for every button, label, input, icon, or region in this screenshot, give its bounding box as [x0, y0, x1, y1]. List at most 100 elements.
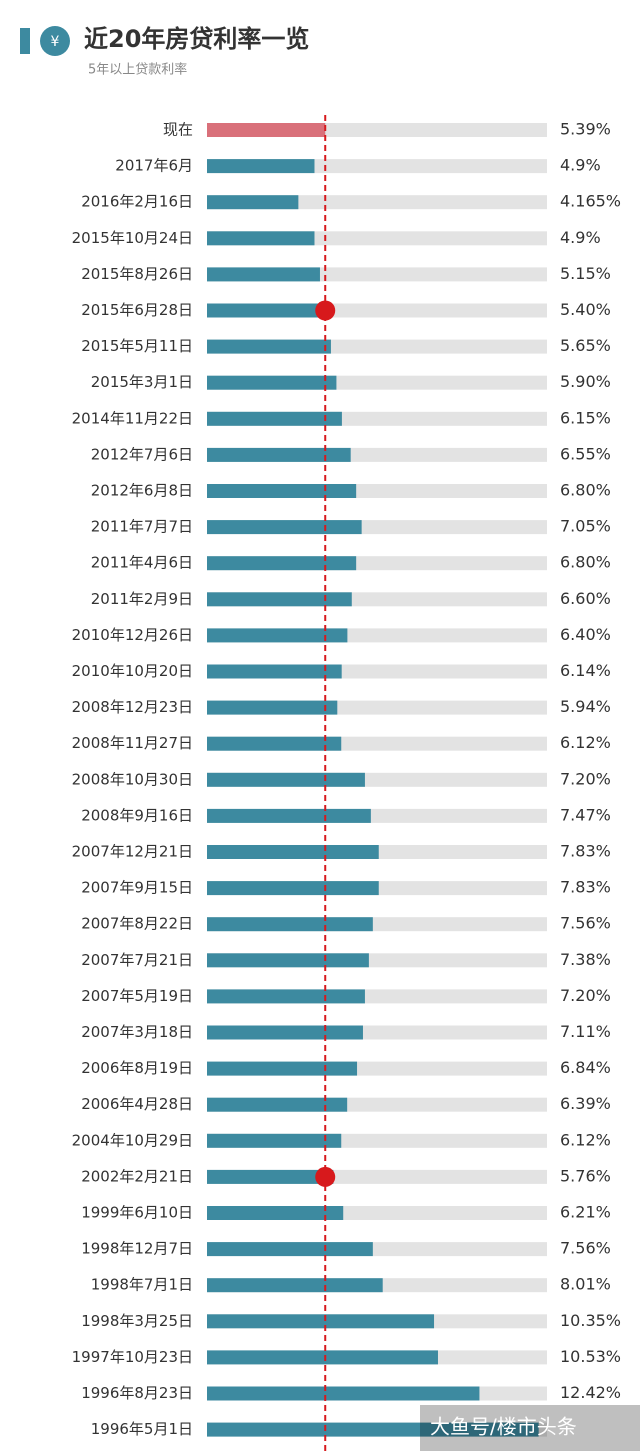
bar	[207, 772, 365, 787]
value-label: 4.165%	[560, 192, 621, 211]
category-label: 2008年10月30日	[72, 770, 193, 788]
category-label: 2010年10月20日	[72, 662, 193, 680]
category-label: 2017年6月	[115, 157, 193, 175]
category-label: 1997年10月23日	[72, 1348, 193, 1366]
bar	[207, 953, 369, 968]
bar	[207, 556, 357, 571]
value-label: 10.53%	[560, 1347, 621, 1366]
bar	[207, 1386, 480, 1401]
bar	[207, 1097, 348, 1112]
category-label: 2007年3月18日	[81, 1023, 193, 1041]
category-label: 2010年12月26日	[72, 626, 193, 644]
category-label: 2007年5月19日	[81, 987, 193, 1005]
value-label: 7.38%	[560, 950, 611, 969]
bar	[207, 123, 326, 137]
chart-subtitle: 5年以上贷款利率	[88, 62, 187, 78]
bar	[207, 628, 348, 643]
bar	[207, 808, 371, 823]
watermark-bg	[420, 1405, 640, 1451]
bar	[207, 1169, 334, 1184]
value-label: 7.83%	[560, 878, 611, 897]
highlight-dot	[315, 300, 336, 321]
value-label: 10.35%	[560, 1311, 621, 1330]
bar	[207, 339, 331, 354]
value-label: 6.12%	[560, 733, 611, 752]
watermark: 大鱼号/楼市头条	[430, 1415, 577, 1439]
chart-title: 近20年房贷利率一览	[84, 25, 309, 53]
category-label: 2011年2月9日	[91, 590, 193, 608]
value-label: 5.39%	[560, 120, 611, 139]
category-label: 1998年3月25日	[81, 1312, 193, 1330]
bar	[207, 700, 338, 715]
value-label: 7.56%	[560, 1239, 611, 1258]
category-label: 2008年11月27日	[72, 734, 193, 752]
bar	[207, 375, 337, 390]
value-label: 7.20%	[560, 986, 611, 1005]
bar	[207, 1025, 363, 1040]
value-label: 5.15%	[560, 264, 611, 283]
value-label: 7.47%	[560, 805, 611, 824]
value-label: 5.65%	[560, 336, 611, 355]
category-label: 2015年10月24日	[72, 229, 193, 247]
bar	[207, 267, 320, 282]
title-bar	[20, 28, 30, 54]
value-label: 5.90%	[560, 372, 611, 391]
bar	[207, 664, 342, 679]
value-label: 6.15%	[560, 408, 611, 427]
category-label: 2016年2月16日	[81, 193, 193, 211]
category-label: 2002年2月21日	[81, 1167, 193, 1185]
value-label: 7.83%	[560, 842, 611, 861]
category-label: 2015年3月1日	[91, 373, 193, 391]
category-label: 1998年12月7日	[81, 1240, 193, 1258]
category-label: 2015年8月26日	[81, 265, 193, 283]
category-label: 2007年8月22日	[81, 915, 193, 933]
category-label: 2014年11月22日	[72, 409, 193, 427]
bar	[207, 1206, 344, 1220]
bar	[207, 411, 342, 426]
bar	[207, 159, 315, 174]
category-label: 2011年7月7日	[91, 518, 193, 536]
bar	[207, 1133, 342, 1148]
value-label: 6.12%	[560, 1130, 611, 1149]
bar	[207, 1061, 358, 1076]
category-label: 现在	[163, 121, 193, 139]
value-label: 4.9%	[560, 228, 601, 247]
bar	[207, 1278, 383, 1293]
category-label: 2004年10月29日	[72, 1131, 193, 1149]
value-label: 5.76%	[560, 1166, 611, 1185]
category-label: 2006年4月28日	[81, 1095, 193, 1113]
value-label: 7.11%	[560, 1022, 611, 1041]
category-label: 2007年12月21日	[72, 843, 193, 861]
category-label: 2015年5月11日	[81, 337, 193, 355]
icon	[40, 26, 70, 56]
value-label: 6.55%	[560, 444, 611, 463]
category-label: 1996年5月1日	[91, 1420, 193, 1438]
value-label: 8.01%	[560, 1275, 611, 1294]
category-label: 1996年8月23日	[81, 1384, 193, 1402]
bar	[207, 447, 351, 462]
category-label: 2012年7月6日	[91, 445, 193, 463]
value-label: 6.80%	[560, 553, 611, 572]
bar	[207, 303, 326, 318]
bar	[207, 592, 352, 607]
value-label: 5.94%	[560, 697, 611, 716]
value-label: 6.60%	[560, 589, 611, 608]
icon-glyph: ¥	[51, 34, 60, 50]
category-label: 2008年12月23日	[72, 698, 193, 716]
category-label: 2007年9月15日	[81, 879, 193, 897]
highlight-dot	[315, 1166, 336, 1187]
bar	[207, 484, 357, 498]
value-label: 6.14%	[560, 661, 611, 680]
bar	[207, 1422, 539, 1437]
value-label: 6.80%	[560, 481, 611, 500]
bar	[207, 989, 365, 1004]
category-label: 1998年7月1日	[91, 1276, 193, 1294]
value-label: 4.9%	[560, 156, 601, 175]
bar	[207, 231, 315, 246]
bar	[207, 881, 379, 896]
category-label: 2007年7月21日	[81, 951, 193, 969]
category-label: 2011年4月6日	[91, 554, 193, 572]
value-label: 12.42%	[560, 1383, 621, 1402]
bar	[207, 736, 342, 751]
